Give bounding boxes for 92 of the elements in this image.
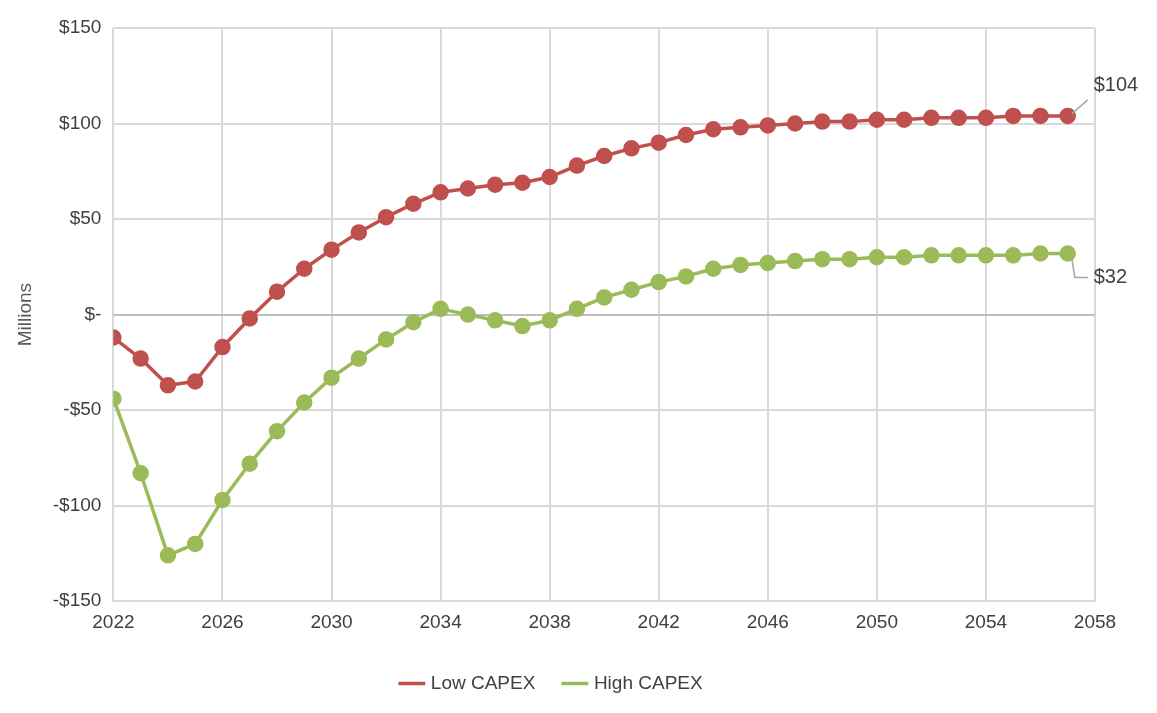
y-tick-label: $- (84, 302, 102, 324)
point (650, 134, 667, 151)
x-tick-label: 2038 (528, 610, 571, 632)
point (895, 249, 913, 266)
point (950, 109, 967, 127)
point (950, 247, 967, 264)
point (459, 306, 477, 323)
point (595, 289, 613, 306)
point (350, 350, 368, 367)
y-tick-label: -$50 (63, 398, 102, 420)
data-label: $104 (1093, 73, 1139, 96)
point (268, 283, 286, 300)
point (514, 317, 531, 335)
y-tick-label: -$150 (52, 589, 102, 611)
point (432, 184, 449, 201)
point (786, 115, 804, 132)
point (977, 247, 995, 264)
x-tick-label: 2022 (92, 610, 135, 632)
point (814, 250, 831, 268)
point (759, 254, 777, 272)
point (1004, 107, 1022, 125)
point (623, 281, 640, 299)
x-tick-label: 2050 (855, 610, 899, 632)
point (132, 464, 149, 482)
point (568, 157, 586, 174)
point (868, 111, 886, 128)
x-tick-label: 2046 (746, 610, 789, 632)
point (1059, 245, 1076, 262)
point (814, 113, 831, 130)
point (350, 224, 368, 241)
point (268, 422, 286, 440)
y-tick-label: $50 (69, 207, 102, 229)
point (595, 147, 613, 165)
legend-label: Low CAPEX (430, 671, 536, 693)
point (541, 168, 558, 186)
x-tick-label: 2030 (310, 610, 353, 632)
point (677, 268, 695, 285)
point (705, 121, 722, 138)
point (1032, 107, 1049, 125)
point (241, 310, 258, 327)
point (405, 195, 422, 213)
point (623, 140, 640, 157)
point (214, 338, 231, 356)
point (786, 252, 804, 270)
point (1032, 245, 1049, 262)
point (732, 256, 749, 274)
x-tick-label: 2042 (637, 610, 680, 632)
point (405, 313, 422, 331)
point (132, 350, 149, 367)
y-tick-label: $100 (59, 111, 102, 133)
point (923, 109, 940, 127)
y-axis-title: Millions (13, 282, 35, 347)
point (868, 249, 886, 266)
point (841, 113, 858, 130)
x-tick-label: 2026 (201, 610, 244, 632)
point (214, 491, 231, 509)
point (514, 174, 531, 192)
point (377, 331, 395, 348)
point (841, 250, 858, 268)
x-tick-label: 2054 (964, 610, 1008, 632)
point (323, 241, 340, 258)
point (432, 300, 449, 318)
point (732, 119, 749, 136)
point (895, 111, 913, 128)
point (186, 535, 204, 553)
data-label: $32 (1093, 264, 1128, 287)
point (1004, 247, 1022, 264)
legend-label: High CAPEX (593, 671, 703, 693)
point (377, 208, 395, 226)
point (541, 312, 558, 329)
point (459, 180, 477, 197)
point (923, 247, 940, 264)
point (650, 273, 667, 291)
point (568, 300, 586, 318)
point (977, 109, 995, 127)
x-tick-label: 2058 (1073, 610, 1117, 632)
point (705, 260, 722, 277)
point (186, 373, 204, 390)
point (1059, 107, 1076, 125)
point (323, 369, 340, 386)
point (486, 176, 504, 193)
point (759, 117, 777, 134)
y-tick-label: $150 (59, 16, 102, 38)
point (241, 455, 258, 472)
point (296, 394, 313, 411)
point (677, 126, 695, 144)
point (159, 547, 177, 564)
point (296, 260, 313, 277)
point (159, 377, 177, 394)
x-tick-label: 2034 (419, 610, 463, 632)
point (486, 312, 504, 329)
y-tick-label: -$100 (52, 493, 102, 515)
